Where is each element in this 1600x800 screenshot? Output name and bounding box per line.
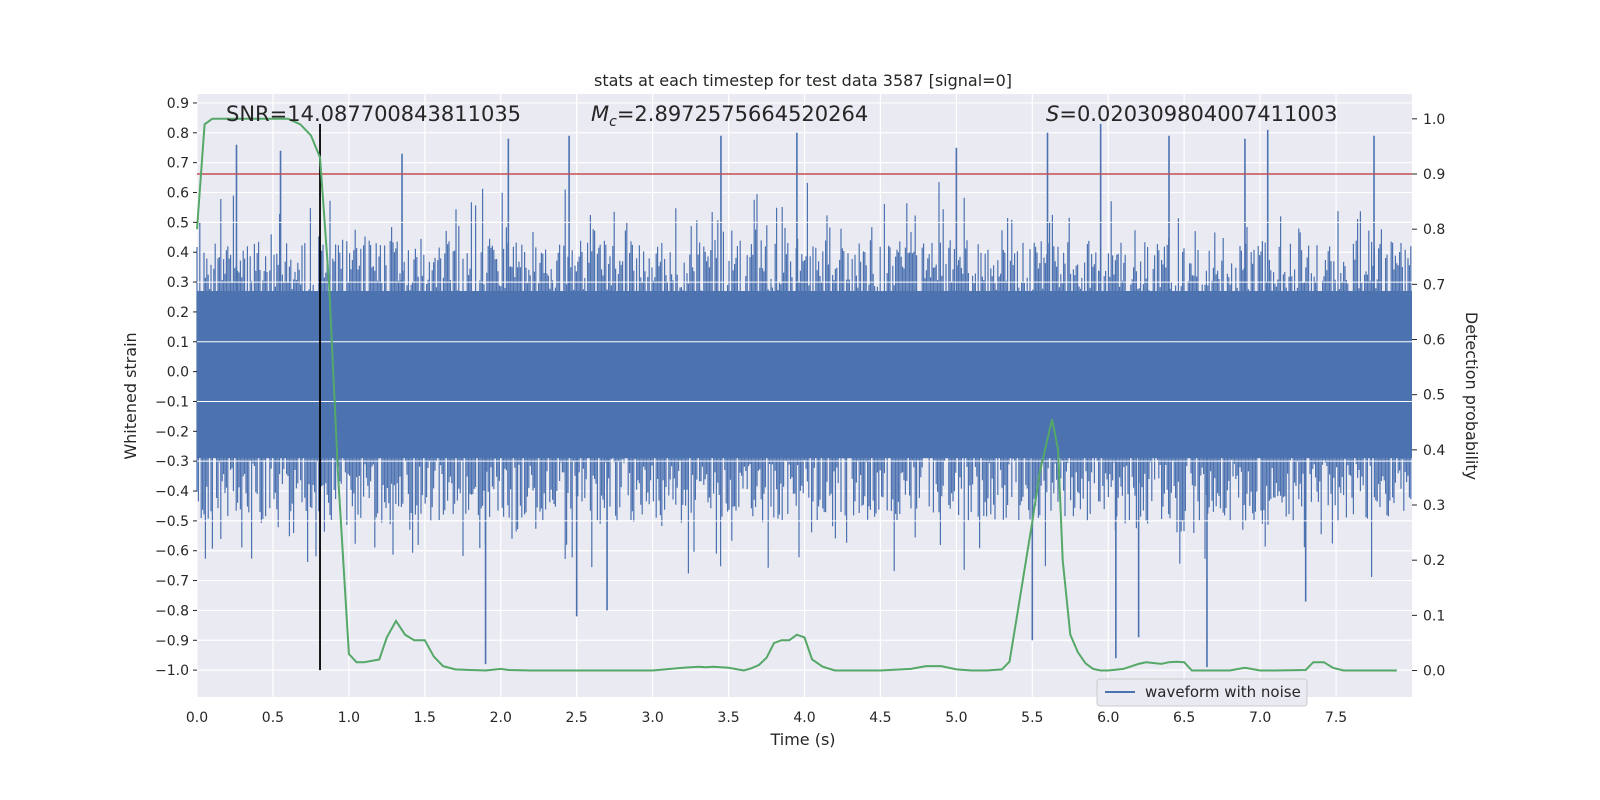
chart-title: stats at each timestep for test data 358… — [594, 71, 1012, 90]
x-tick-label: 0.0 — [186, 710, 208, 726]
x-tick-label: 2.5 — [566, 710, 588, 726]
y-tick-label: −0.3 — [155, 454, 189, 470]
legend: waveform with noise — [1096, 678, 1308, 707]
x-tick-label: 4.5 — [869, 710, 891, 726]
y2-tick-label: 0.1 — [1423, 608, 1445, 624]
x-tick-label: 1.0 — [338, 710, 360, 726]
y-tick-label: −0.6 — [155, 544, 189, 560]
y-tick-label: −0.9 — [155, 633, 189, 649]
chirp-mass-subscript: c — [609, 114, 617, 130]
y-tick-label: 0.7 — [167, 156, 189, 172]
x-tick-label: 5.0 — [945, 710, 967, 726]
y-tick-label: −0.2 — [155, 424, 189, 440]
s-value: =0.020309804007411003 — [1059, 102, 1337, 126]
y-tick-label: 0.5 — [167, 215, 189, 231]
y-tick-label: 0.3 — [167, 275, 189, 291]
x-tick-label: 7.5 — [1325, 710, 1347, 726]
y-tick-label: 0.0 — [167, 365, 189, 381]
x-tick-label: 6.0 — [1097, 710, 1119, 726]
y-axis-label: Whitened strain — [121, 332, 140, 459]
snr-annotation: SNR=14.087700843811035 — [226, 102, 521, 126]
y2-tick-label: 0.0 — [1423, 664, 1445, 680]
y2-tick-label: 0.9 — [1423, 167, 1445, 183]
s-annotation: S=0.020309804007411003 — [1046, 102, 1337, 126]
y-tick-label: 0.9 — [167, 96, 189, 112]
y-tick-label: 0.2 — [167, 305, 189, 321]
y2-tick-label: 0.2 — [1423, 553, 1445, 569]
probability-series — [196, 117, 1412, 672]
waveform-core — [197, 291, 1412, 459]
y-axis-ticks: 0.9 0.8 0.7 0.6 0.5 0.4 0.3 0.2 0.1 0.0 −0.1 −0.2 −0… — [155, 96, 197, 679]
y2-tick-label: 1.0 — [1423, 112, 1445, 128]
chirp-mass-symbol: M — [591, 102, 609, 126]
y-tick-label: −0.1 — [155, 394, 189, 410]
legend-box — [1096, 678, 1308, 707]
x-tick-label: 3.0 — [641, 710, 663, 726]
x-tick-label: 3.5 — [717, 710, 739, 726]
y-tick-label: 0.1 — [167, 335, 189, 351]
legend-entry: waveform with noise — [1145, 683, 1301, 701]
s-symbol: S — [1046, 102, 1059, 126]
x-tick-label: 2.0 — [490, 710, 512, 726]
y2-tick-label: 0.5 — [1423, 388, 1445, 404]
y2-tick-label: 0.6 — [1423, 333, 1445, 349]
x-tick-label: 6.5 — [1173, 710, 1195, 726]
probability-line — [196, 117, 1397, 672]
y-tick-label: 0.8 — [167, 126, 189, 142]
y2-tick-label: 0.3 — [1423, 498, 1445, 514]
y-tick-label: −0.4 — [155, 484, 189, 500]
chirp-mass-value: =2.8972575664520264 — [617, 102, 868, 126]
y2-axis-label: Detection probability — [1462, 312, 1481, 480]
y-tick-label: −1.0 — [155, 663, 189, 679]
y-tick-label: −0.8 — [155, 603, 189, 619]
x-tick-label: 5.5 — [1021, 710, 1043, 726]
y2-tick-label: 0.8 — [1423, 222, 1445, 238]
y2-tick-label: 0.7 — [1423, 277, 1445, 293]
x-tick-label: 4.0 — [793, 710, 815, 726]
chirp-mass-annotation: Mc=2.8972575664520264 — [591, 102, 868, 130]
y2-tick-label: 0.4 — [1423, 443, 1445, 459]
waveform-series — [196, 123, 1412, 668]
y-tick-label: 0.6 — [167, 186, 189, 202]
x-axis-ticks: 0.0 0.5 1.0 1.5 2.0 2.5 3.0 3.5 4.0 4.5 5.0 5.5 6.0 6… — [186, 710, 1347, 726]
y-tick-label: −0.5 — [155, 514, 189, 530]
x-tick-label: 1.5 — [414, 710, 436, 726]
x-axis-label: Time (s) — [769, 730, 835, 749]
y-tick-label: −0.7 — [155, 574, 189, 590]
y-tick-label: 0.4 — [167, 245, 189, 261]
x-tick-label: 7.0 — [1249, 710, 1271, 726]
x-tick-label: 0.5 — [262, 710, 284, 726]
y2-axis-ticks: 1.0 0.9 0.8 0.7 0.6 0.5 0.4 0.3 0.2 0.1 0.0 — [1412, 112, 1445, 680]
